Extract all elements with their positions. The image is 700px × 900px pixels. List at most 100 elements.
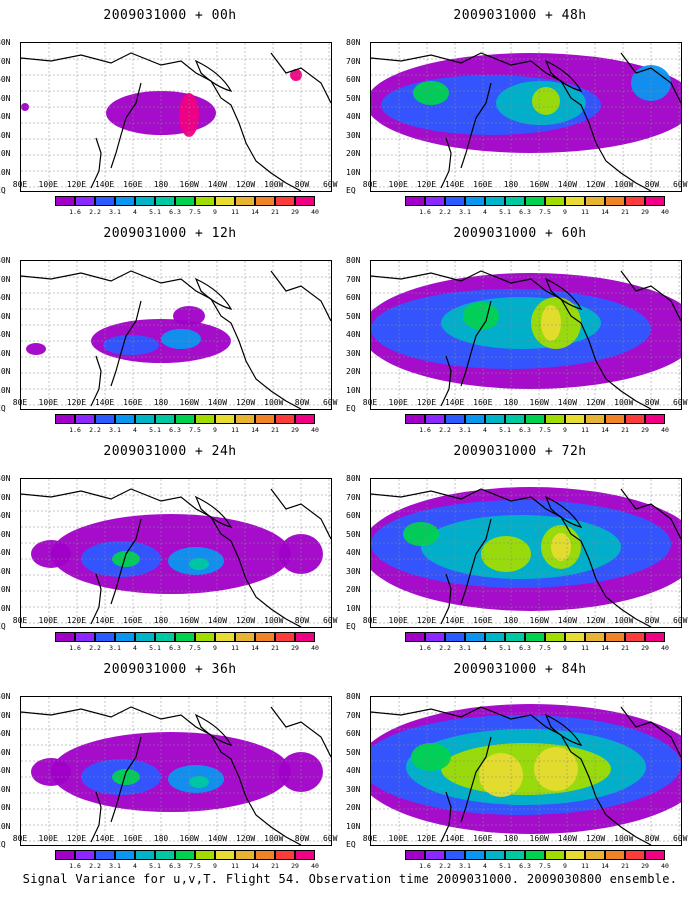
lon-tick-label: 100W — [264, 616, 284, 625]
lon-tick-label: 140E — [444, 834, 465, 843]
colorbar-label: 5.1 — [149, 644, 161, 652]
colorbar-label: 40 — [661, 862, 669, 870]
lat-tick-label: 50N — [0, 93, 11, 103]
map-plot-area — [370, 696, 682, 846]
lon-tick-label: 60W — [672, 616, 688, 625]
lon-tick-label: 80W — [644, 180, 660, 189]
lon-tick-label: 160E — [473, 180, 493, 189]
lat-tick-label: 10N — [346, 603, 361, 613]
lon-tick-label: 100E — [388, 616, 408, 625]
colorbar-swatch — [175, 414, 195, 424]
colorbar-label: 1.6 — [69, 644, 81, 652]
colorbar — [405, 850, 665, 860]
colorbar-swatch — [445, 632, 465, 642]
colorbar-swatch — [75, 850, 95, 860]
lon-tick-label: 120W — [585, 616, 606, 625]
lon-tick-label: 120W — [235, 616, 256, 625]
colorbar-label: 21 — [271, 862, 279, 870]
colorbar-swatch — [425, 632, 445, 642]
colorbar-swatch — [405, 196, 425, 206]
colorbar — [405, 196, 665, 206]
lat-tick-label: 10N — [0, 821, 11, 831]
colorbar-swatch — [505, 196, 525, 206]
colorbar-label: 1.6 — [419, 862, 431, 870]
colorbar-label: 11 — [581, 208, 589, 216]
colorbar-swatch — [505, 850, 525, 860]
lon-tick-label: 80W — [644, 616, 660, 625]
colorbar-swatch — [585, 850, 605, 860]
colorbar-label: 3.1 — [459, 426, 471, 434]
lat-tick-label: 10N — [0, 167, 11, 177]
colorbar-swatch — [485, 414, 505, 424]
colorbar-label: 40 — [311, 426, 319, 434]
colorbar-swatch — [645, 414, 665, 424]
colorbar-label: 1.6 — [69, 862, 81, 870]
colorbar-label: 9 — [563, 426, 567, 434]
lon-tick-label: 80W — [294, 180, 310, 189]
colorbar-swatch — [525, 850, 545, 860]
lat-tick-label: 60N — [0, 293, 11, 302]
colorbar-swatch — [465, 414, 485, 424]
colorbar-swatch — [75, 414, 95, 424]
colorbar-label: 5.1 — [149, 862, 161, 870]
map-panel-p60: 2009031000 + 60h 80N 70N 60N 50N 40N 30N 20N 10N… — [346, 218, 690, 438]
lon-tick-label: 80W — [644, 398, 660, 407]
colorbar-label: 2.2 — [439, 208, 451, 216]
lon-tick-label: 180 — [153, 398, 169, 407]
colorbar-swatch — [75, 196, 95, 206]
colorbar-swatch — [115, 850, 135, 860]
colorbar-swatch — [585, 414, 605, 424]
colorbar-swatch — [115, 632, 135, 642]
lat-tick-label: 20N — [346, 803, 361, 812]
lon-tick-label: 80E — [12, 398, 28, 407]
colorbar-swatch — [625, 632, 645, 642]
lon-tick-label: 140E — [444, 180, 465, 189]
colorbar-label: 4 — [133, 862, 137, 870]
lat-tick-label: 30N — [346, 348, 361, 358]
colorbar-swatch — [505, 632, 525, 642]
colorbar-swatch — [275, 414, 295, 424]
lat-tick-label: 10N — [0, 385, 11, 395]
colorbar-label: 21 — [621, 208, 629, 216]
colorbar-swatch — [255, 850, 275, 860]
colorbar-swatch — [255, 196, 275, 206]
colorbar-swatch — [235, 632, 255, 642]
lat-tick-label: 50N — [0, 747, 11, 757]
map-plot-area — [370, 478, 682, 628]
map-plot-area — [20, 42, 332, 192]
colorbar-swatch — [275, 196, 295, 206]
map-panel-p72: 2009031000 + 72h 80N 70N 60N 50N 40N 30N 20N 10N… — [346, 436, 690, 656]
colorbar-label: 1.6 — [419, 426, 431, 434]
colorbar-swatch — [585, 632, 605, 642]
colorbar-swatch — [55, 850, 75, 860]
colorbar-swatch — [465, 850, 485, 860]
lon-tick-label: 60W — [672, 398, 688, 407]
panel-title: 2009031000 + 00h — [103, 8, 237, 23]
map-plot-area — [370, 260, 682, 410]
lat-tick-label: 60N — [346, 511, 361, 520]
colorbar-label: 2.2 — [89, 208, 101, 216]
lon-tick-label: 180 — [153, 180, 169, 189]
lat-tick-label: 60N — [0, 75, 11, 84]
colorbar-label: 29 — [641, 862, 649, 870]
colorbar-label: 21 — [271, 644, 279, 652]
colorbar-label: 9 — [213, 426, 217, 434]
colorbar-swatch — [525, 414, 545, 424]
colorbar-swatch — [115, 414, 135, 424]
lat-tick-label: 30N — [0, 348, 11, 358]
lat-tick-label: 10N — [346, 821, 361, 831]
lon-axis: 80E 100E 120E 140E 160E 180 160W 140W 120W 100W 80… — [363, 398, 688, 410]
lat-tick-label: 40N — [346, 330, 361, 339]
colorbar-label: 6.3 — [169, 426, 181, 434]
colorbar-swatch — [585, 196, 605, 206]
lon-tick-label: 180 — [503, 616, 519, 625]
lon-tick-label: 160E — [473, 834, 493, 843]
colorbar-label: 7.5 — [539, 644, 551, 652]
colorbar-swatch — [445, 196, 465, 206]
lon-tick-label: 120E — [66, 616, 87, 625]
colorbar-label: 7.5 — [189, 644, 201, 652]
lat-tick-label: 20N — [0, 367, 11, 376]
lon-tick-label: 80E — [362, 180, 378, 189]
colorbar-label: 5.1 — [149, 208, 161, 216]
colorbar-swatch — [135, 414, 155, 424]
